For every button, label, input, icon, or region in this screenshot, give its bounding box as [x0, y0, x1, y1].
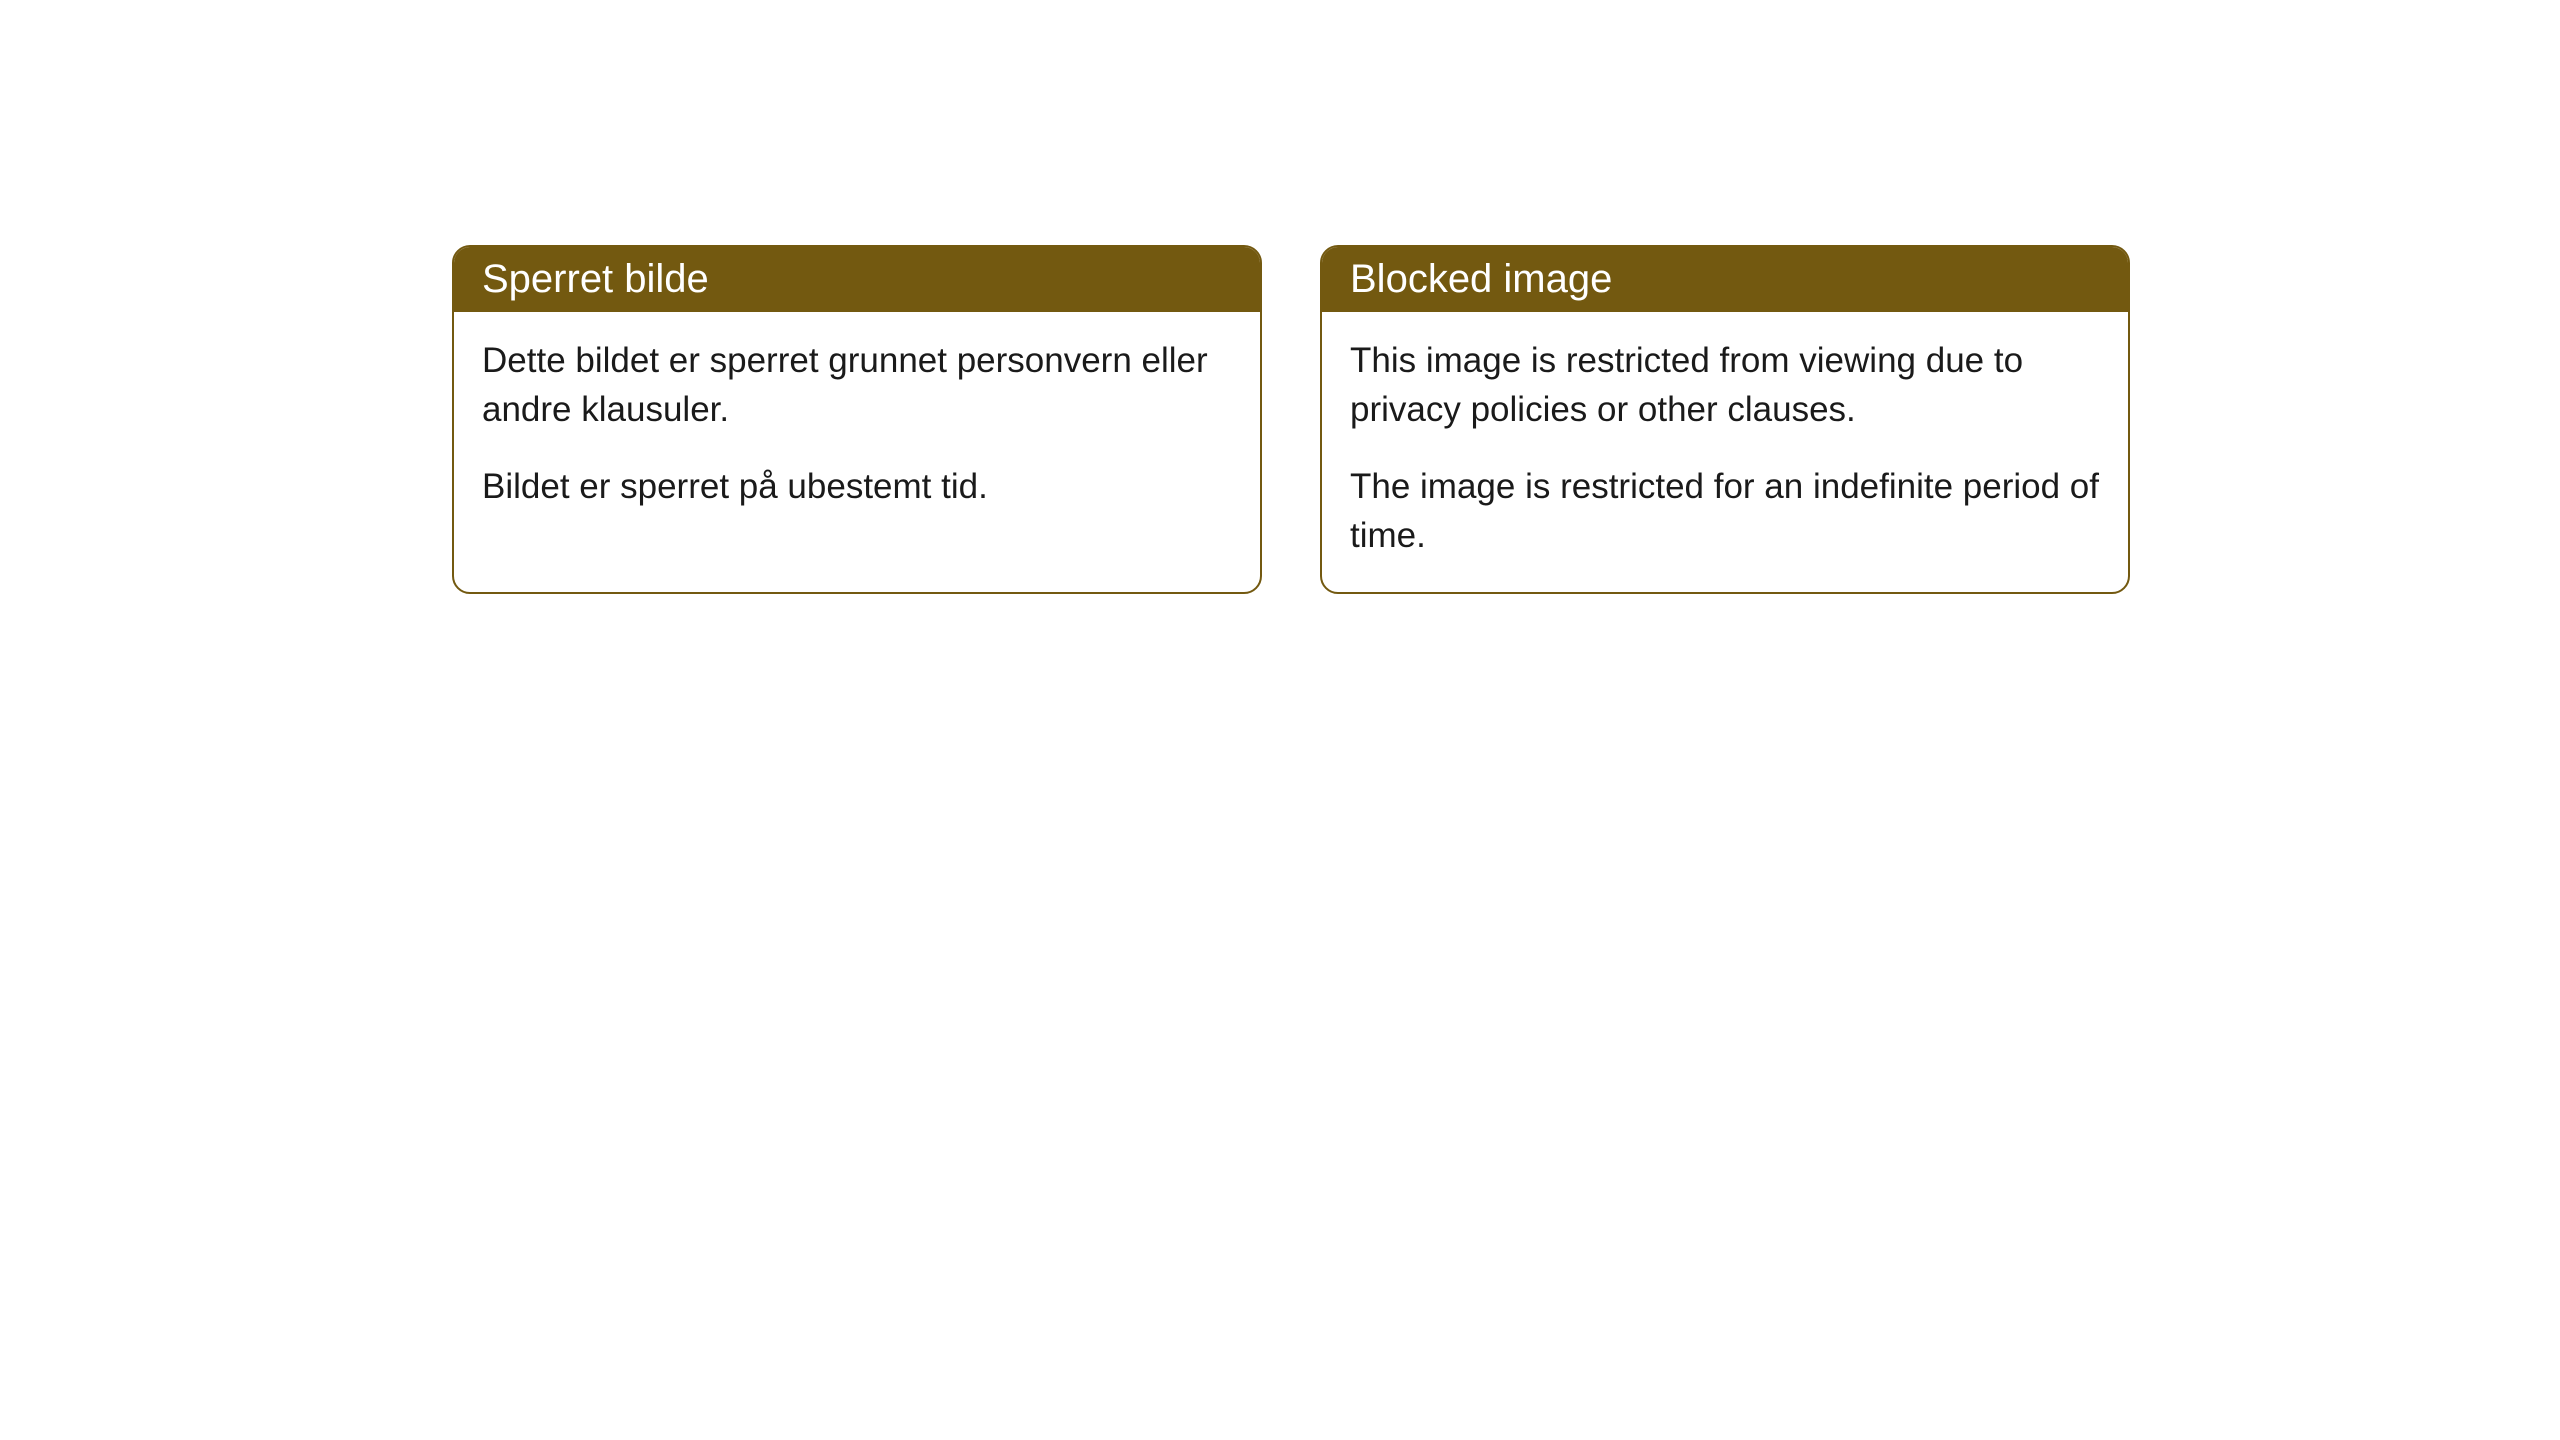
notice-card-english: Blocked image This image is restricted f…: [1320, 245, 2130, 594]
card-body: Dette bildet er sperret grunnet personve…: [454, 312, 1260, 543]
card-title: Blocked image: [1350, 257, 1612, 301]
card-paragraph: Dette bildet er sperret grunnet personve…: [482, 336, 1232, 434]
card-paragraph: The image is restricted for an indefinit…: [1350, 462, 2100, 560]
notice-cards-container: Sperret bilde Dette bildet er sperret gr…: [452, 245, 2130, 594]
card-body: This image is restricted from viewing du…: [1322, 312, 2128, 592]
notice-card-norwegian: Sperret bilde Dette bildet er sperret gr…: [452, 245, 1262, 594]
card-header: Sperret bilde: [454, 247, 1260, 312]
card-paragraph: This image is restricted from viewing du…: [1350, 336, 2100, 434]
card-header: Blocked image: [1322, 247, 2128, 312]
card-paragraph: Bildet er sperret på ubestemt tid.: [482, 462, 1232, 511]
card-title: Sperret bilde: [482, 257, 709, 301]
